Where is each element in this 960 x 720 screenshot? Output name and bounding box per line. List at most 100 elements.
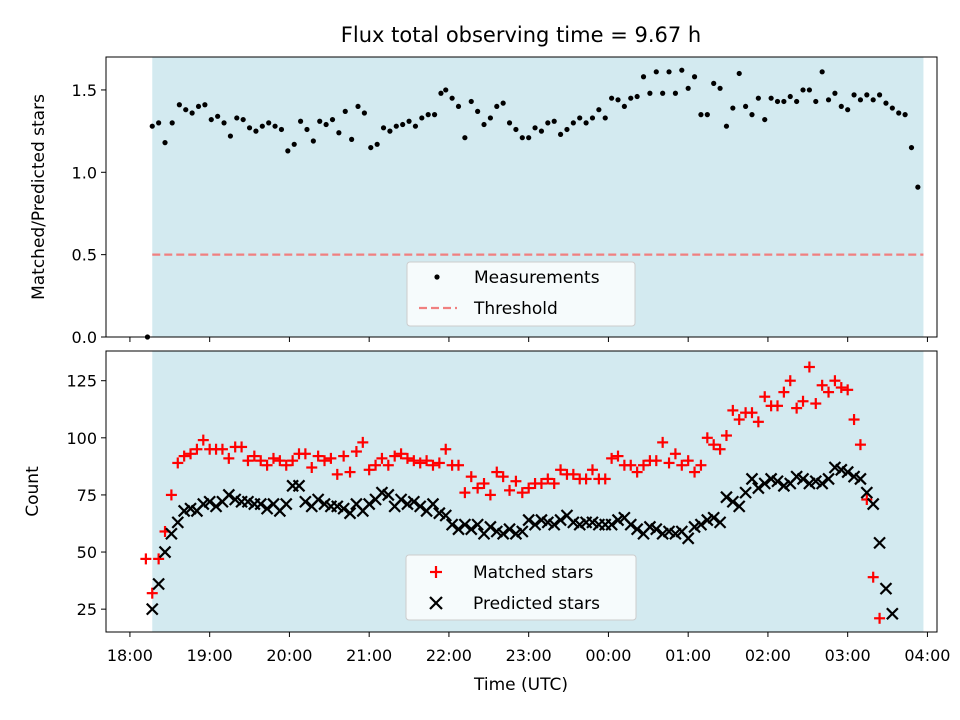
measurement-point-65 <box>557 131 564 138</box>
matched-point-85 <box>682 455 694 467</box>
predicted-point-113 <box>866 497 880 511</box>
predicted-point-4 <box>171 516 185 529</box>
measurement-point-75 <box>621 103 627 110</box>
matched-point-5 <box>172 457 184 469</box>
predicted-point-116 <box>886 607 899 621</box>
measurement-point-48 <box>449 95 455 101</box>
measurement-point-98 <box>768 95 774 101</box>
measurement-point-87 <box>698 112 704 118</box>
matched-point-89 <box>708 439 720 451</box>
legend-measurements-label: Measurements <box>474 268 600 288</box>
measurement-point-85 <box>685 85 691 91</box>
bottom-xtick-label-3: 21:00 <box>346 646 392 665</box>
measurement-point-51 <box>468 98 474 105</box>
predicted-point-84 <box>681 532 695 545</box>
matched-point-112 <box>854 439 866 451</box>
measurement-point-84 <box>679 67 685 73</box>
matched-point-38 <box>382 459 394 471</box>
predicted-point-86 <box>694 518 708 531</box>
measurement-point-117 <box>889 105 895 111</box>
bottom-matched-points <box>140 361 886 624</box>
predicted-point-109 <box>841 465 854 479</box>
matched-point-23 <box>287 455 299 467</box>
predicted-point-75 <box>624 518 638 531</box>
matched-point-1 <box>146 587 158 599</box>
measurement-point-28 <box>323 121 329 128</box>
matched-point-2 <box>153 553 165 565</box>
predicted-point-102 <box>796 472 810 486</box>
matched-point-86 <box>689 466 701 478</box>
matched-point-8 <box>191 443 203 455</box>
bottom-ytick-label-2: 75 <box>77 486 97 505</box>
measurement-point-109 <box>838 103 844 110</box>
predicted-point-46 <box>439 509 453 522</box>
bottom-xtick-label-6: 00:00 <box>585 646 631 665</box>
measurement-point-25 <box>304 126 310 133</box>
matched-point-53 <box>478 478 490 490</box>
matched-point-83 <box>669 448 681 460</box>
measurement-point-3 <box>162 140 168 146</box>
predicted-point-42 <box>413 500 427 513</box>
bottom-predicted-points <box>145 461 899 621</box>
predicted-point-39 <box>394 493 408 506</box>
measurement-point-18 <box>259 123 265 129</box>
measurement-point-1 <box>149 123 155 129</box>
measurement-point-68 <box>577 115 583 121</box>
measurement-point-40 <box>400 121 406 128</box>
matched-point-36 <box>370 459 382 471</box>
predicted-point-76 <box>630 522 644 536</box>
measurement-point-10 <box>208 116 214 123</box>
matched-point-63 <box>542 473 554 485</box>
matched-point-64 <box>548 478 560 490</box>
predicted-point-12 <box>222 488 236 502</box>
matched-point-87 <box>695 459 707 471</box>
measurement-point-72 <box>602 115 608 121</box>
matched-point-51 <box>465 471 477 483</box>
bottom-y-ticks: 25 50 75 100 125 <box>66 372 106 619</box>
measurement-point-76 <box>628 95 634 101</box>
predicted-point-3 <box>165 527 178 541</box>
measurement-point-107 <box>825 97 832 103</box>
predicted-point-53 <box>484 520 497 534</box>
measurement-point-58 <box>513 126 519 133</box>
bottom-ytick-label-0: 25 <box>77 600 97 619</box>
legend-measurements-marker <box>434 274 440 280</box>
predicted-point-2 <box>158 545 172 559</box>
bottom-ytick-label-4: 125 <box>66 372 97 391</box>
measurement-point-83 <box>672 90 679 96</box>
matched-point-90 <box>714 443 726 455</box>
predicted-point-41 <box>407 495 421 509</box>
measurement-point-29 <box>329 116 336 123</box>
measurement-point-35 <box>368 144 374 151</box>
predicted-point-10 <box>209 500 223 513</box>
top-x-ticks <box>129 337 928 342</box>
predicted-point-55 <box>496 527 510 541</box>
measurement-point-22 <box>285 148 291 154</box>
measurement-point-11 <box>215 113 221 119</box>
measurement-point-96 <box>755 95 761 101</box>
predicted-point-91 <box>726 495 740 509</box>
measurement-point-57 <box>506 120 513 126</box>
measurement-point-44 <box>425 112 431 118</box>
bottom-axes-frame <box>105 350 938 633</box>
measurement-point-112 <box>857 97 864 103</box>
predicted-point-50 <box>464 522 478 536</box>
predicted-point-26 <box>311 493 325 506</box>
matched-point-54 <box>484 489 496 501</box>
measurement-point-64 <box>551 118 557 124</box>
predicted-point-58 <box>516 525 529 538</box>
matched-point-111 <box>848 414 860 426</box>
measurement-point-91 <box>723 123 730 129</box>
matched-point-28 <box>319 455 331 467</box>
matched-point-59 <box>516 487 528 499</box>
matched-point-26 <box>306 462 318 474</box>
predicted-point-44 <box>426 497 440 511</box>
measurement-point-70 <box>589 115 596 121</box>
measurement-point-103 <box>800 87 806 93</box>
predicted-point-48 <box>452 522 465 536</box>
predicted-point-90 <box>720 490 733 504</box>
matched-point-17 <box>248 450 260 462</box>
matched-point-13 <box>223 452 235 464</box>
measurement-point-49 <box>455 103 462 110</box>
